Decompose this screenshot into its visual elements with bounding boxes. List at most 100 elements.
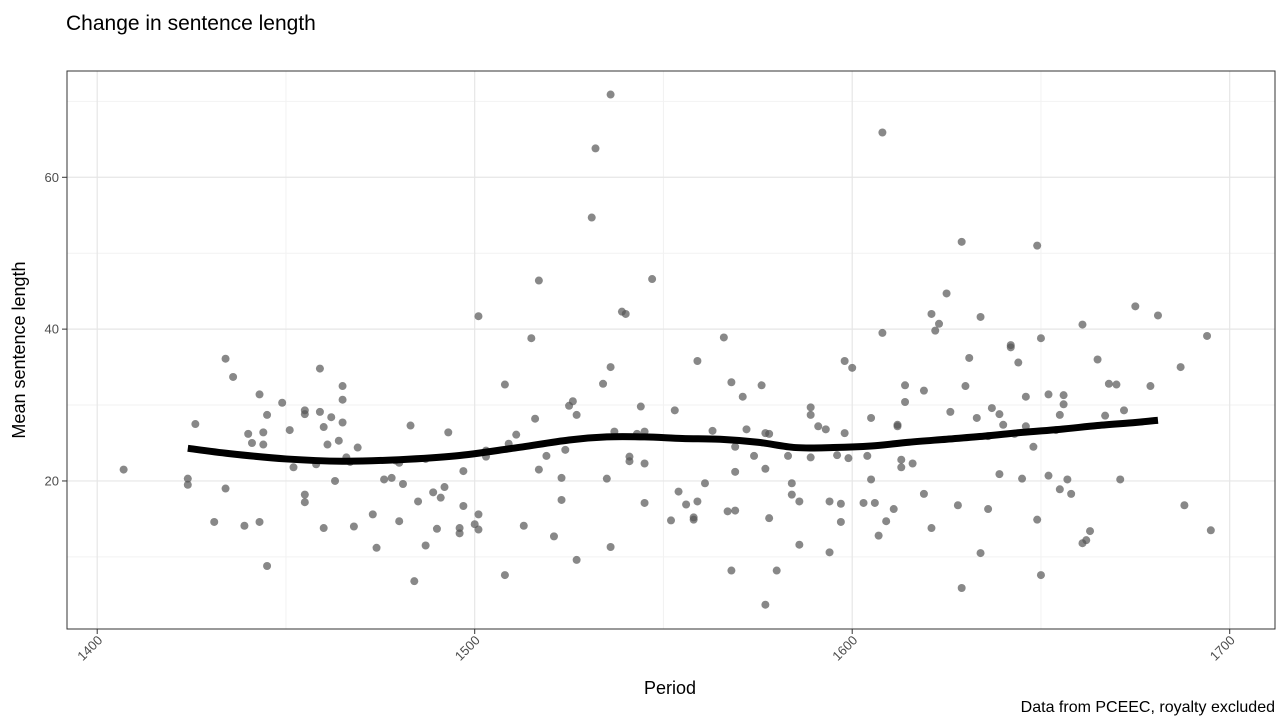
- data-point: [1093, 355, 1102, 364]
- data-point: [897, 463, 906, 472]
- y-axis-title: Mean sentence length: [9, 261, 29, 438]
- data-point: [474, 525, 483, 534]
- data-point: [1044, 471, 1053, 480]
- data-point: [278, 398, 287, 407]
- data-point: [387, 473, 396, 482]
- data-point: [1036, 571, 1045, 580]
- data-point: [689, 513, 698, 522]
- data-point: [765, 429, 774, 438]
- data-point: [682, 500, 691, 509]
- data-point: [761, 600, 770, 609]
- data-point: [255, 390, 264, 399]
- data-point: [549, 532, 558, 541]
- data-point: [927, 309, 936, 318]
- data-point: [693, 497, 702, 506]
- x-tick-label: 1500: [452, 633, 483, 664]
- data-point: [942, 289, 951, 298]
- data-point: [315, 364, 324, 373]
- data-point: [500, 380, 509, 389]
- data-point: [901, 398, 910, 407]
- x-axis: 1400 1500 1600 1700: [74, 629, 1238, 664]
- data-point: [927, 524, 936, 533]
- data-point: [542, 451, 551, 460]
- data-point: [519, 521, 528, 530]
- y-tick-label: 40: [45, 322, 59, 337]
- data-point: [693, 357, 702, 366]
- data-point: [606, 363, 615, 372]
- y-axis: 20 40 60: [45, 170, 67, 488]
- data-point: [648, 275, 657, 284]
- data-point: [999, 420, 1008, 429]
- data-point: [587, 213, 596, 222]
- data-point: [836, 499, 845, 508]
- x-tick-label: 1400: [74, 633, 105, 664]
- data-point: [1021, 392, 1030, 401]
- data-point: [1203, 331, 1212, 340]
- y-tick-label: 20: [45, 473, 59, 488]
- data-point: [474, 312, 483, 321]
- data-point: [806, 453, 815, 462]
- data-point: [527, 334, 536, 343]
- data-point: [1176, 363, 1185, 372]
- data-point: [953, 501, 962, 510]
- data-point: [1033, 515, 1042, 524]
- data-point: [440, 483, 449, 492]
- data-point: [825, 497, 834, 506]
- data-point: [931, 326, 940, 335]
- data-point: [395, 517, 404, 526]
- data-point: [602, 474, 611, 483]
- data-point: [1146, 382, 1155, 391]
- data-point: [640, 459, 649, 468]
- data-point: [984, 505, 993, 514]
- data-point: [859, 498, 868, 507]
- data-point: [995, 410, 1004, 419]
- data-point: [761, 464, 770, 473]
- data-point: [119, 465, 128, 474]
- data-point: [814, 422, 823, 431]
- major-gridlines: [67, 71, 1275, 629]
- data-point: [1067, 489, 1076, 498]
- data-point: [731, 467, 740, 476]
- x-tick-label: 1700: [1207, 633, 1238, 664]
- data-point: [432, 524, 441, 533]
- data-point: [1033, 241, 1042, 250]
- data-point: [708, 426, 717, 435]
- data-point: [1180, 501, 1189, 510]
- data-point: [459, 502, 468, 511]
- data-point: [531, 414, 540, 423]
- data-point: [459, 467, 468, 476]
- data-point: [1029, 442, 1038, 451]
- chart-caption: Data from PCEEC, royalty excluded: [1020, 699, 1275, 716]
- x-tick-label: 1600: [829, 633, 860, 664]
- data-point: [380, 475, 389, 484]
- data-point: [742, 425, 751, 434]
- data-point: [372, 543, 381, 552]
- data-point: [474, 510, 483, 519]
- data-point: [806, 410, 815, 419]
- data-point: [1055, 485, 1064, 494]
- data-point: [1014, 358, 1023, 367]
- data-point: [561, 445, 570, 454]
- data-point: [878, 128, 887, 137]
- data-point: [863, 451, 872, 460]
- data-point: [406, 421, 415, 430]
- data-point: [436, 493, 445, 502]
- data-point: [444, 428, 453, 437]
- data-point: [410, 577, 419, 586]
- data-point: [806, 403, 815, 412]
- data-point: [919, 386, 928, 395]
- data-point: [731, 506, 740, 515]
- data-point: [421, 541, 430, 550]
- data-point: [606, 543, 615, 552]
- data-point: [1206, 526, 1215, 535]
- data-point: [557, 473, 566, 482]
- data-point: [867, 475, 876, 484]
- data-point: [787, 479, 796, 488]
- data-point: [599, 379, 608, 388]
- data-point: [946, 407, 955, 416]
- data-point: [1059, 400, 1068, 409]
- data-point: [897, 455, 906, 464]
- minor-gridlines: [67, 71, 1275, 629]
- data-point: [338, 382, 347, 391]
- data-point: [874, 531, 883, 540]
